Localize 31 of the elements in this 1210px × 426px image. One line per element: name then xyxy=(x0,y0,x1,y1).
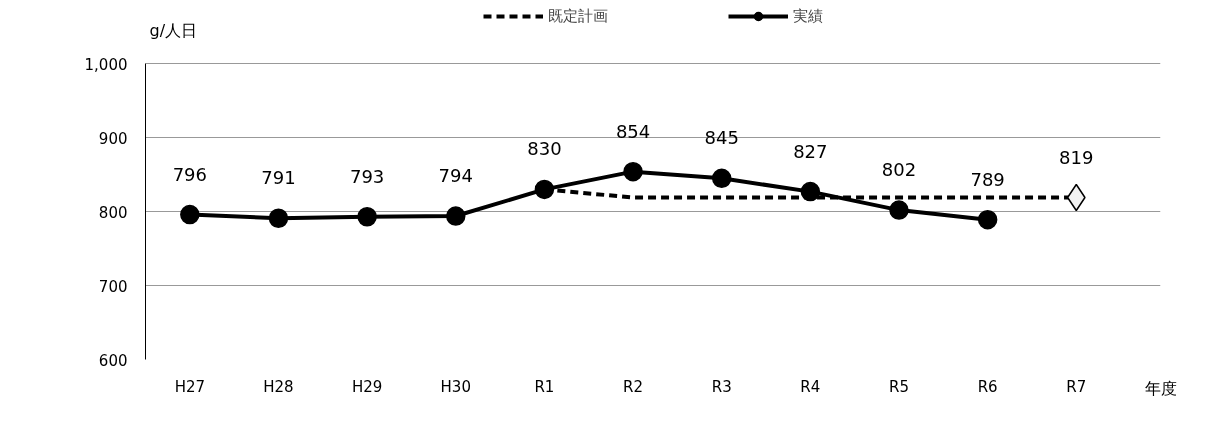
legend-label: 既定計画 xyxy=(547,6,608,26)
data-label: 796 xyxy=(172,163,207,185)
data-label: 830 xyxy=(527,138,562,160)
x-tick-label: R4 xyxy=(800,377,821,396)
data-label: 827 xyxy=(793,140,828,162)
data-label: 791 xyxy=(261,167,296,189)
y-tick-label: 600 xyxy=(98,351,128,370)
x-axis-title: 年度 xyxy=(1144,378,1177,398)
legend-label: 実績 xyxy=(792,6,823,26)
x-tick-label: R3 xyxy=(711,377,732,396)
data-label: 819 xyxy=(1059,146,1094,168)
x-tick-label: R7 xyxy=(1066,377,1087,396)
data-label: 802 xyxy=(881,159,917,181)
y-tick-label: 800 xyxy=(98,203,128,222)
x-tick-label: R2 xyxy=(623,377,644,396)
y-axis-title: g/人日 xyxy=(149,20,198,40)
data-label: 854 xyxy=(615,120,651,142)
data-label: 845 xyxy=(704,127,739,149)
x-tick-label: R6 xyxy=(977,377,998,396)
y-tick-label: 1,000 xyxy=(84,55,128,74)
y-tick-label: 900 xyxy=(98,129,128,148)
x-tick-label: H27 xyxy=(174,377,206,396)
x-tick-label: H30 xyxy=(440,377,471,396)
x-tick-label: H29 xyxy=(351,377,383,396)
y-tick-label: 700 xyxy=(98,277,128,296)
data-label: 793 xyxy=(349,165,385,187)
x-tick-label: R5 xyxy=(889,377,909,396)
x-tick-label: H28 xyxy=(263,377,294,396)
data-label: 789 xyxy=(970,168,1005,190)
x-tick-label: R1 xyxy=(534,377,555,396)
data-label: 794 xyxy=(438,165,473,187)
